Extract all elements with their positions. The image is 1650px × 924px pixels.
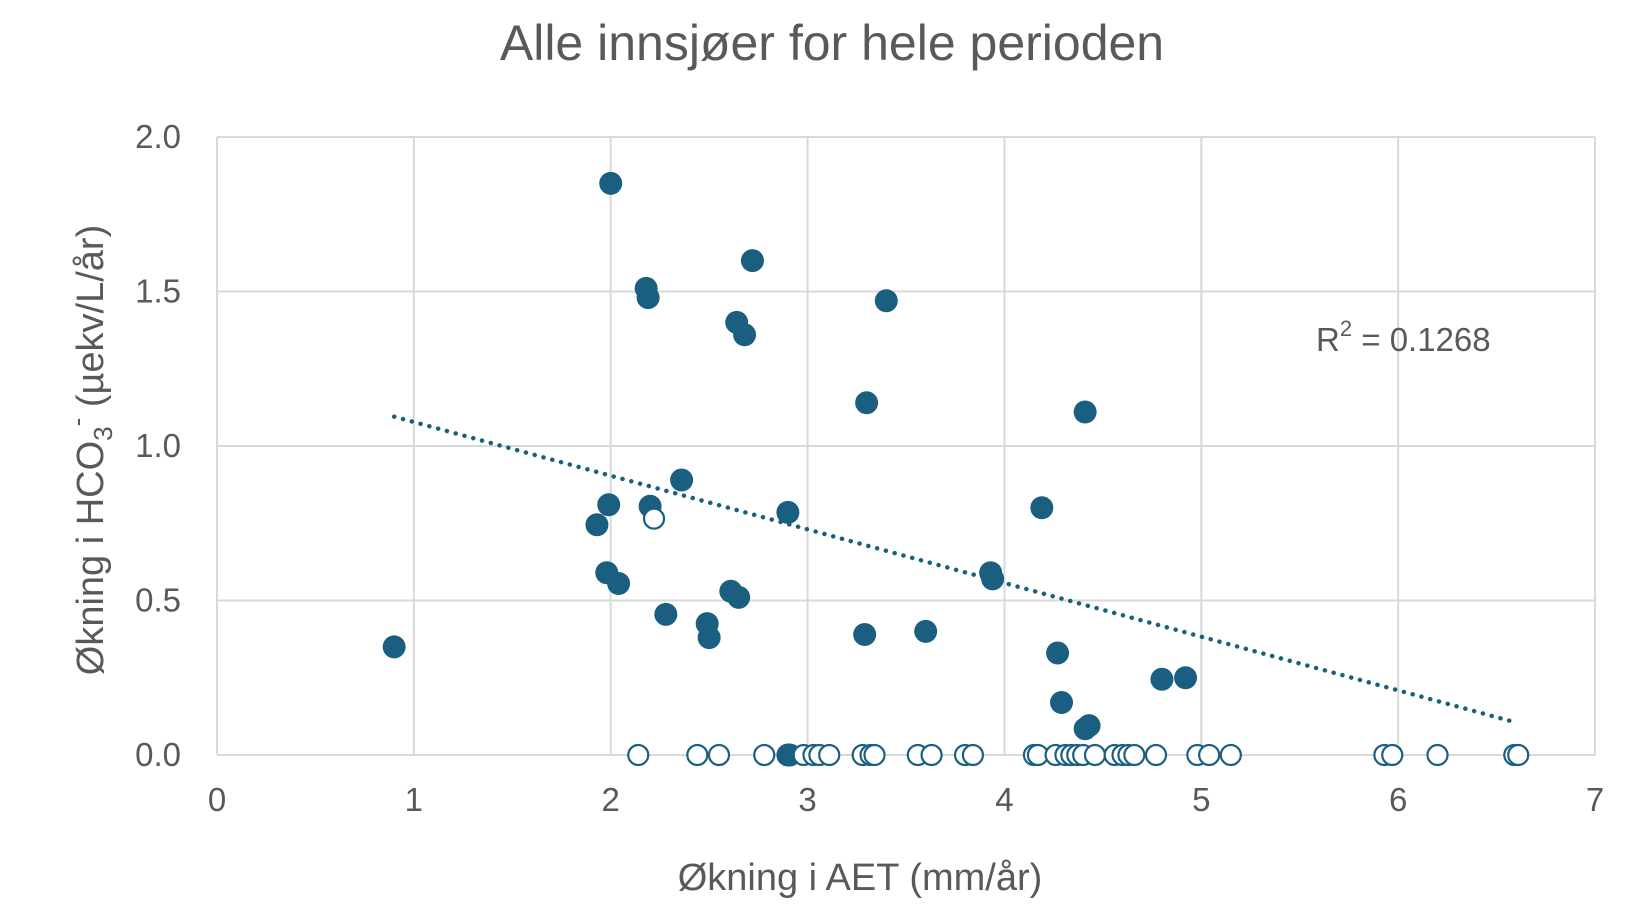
data-point-filled xyxy=(853,622,877,646)
y-tick-label: 1.5 xyxy=(135,273,181,310)
data-point-filled xyxy=(733,323,757,347)
data-point-filled xyxy=(597,493,621,517)
data-point-filled xyxy=(1174,666,1198,690)
x-tick-label: 5 xyxy=(1192,781,1210,818)
data-point-open xyxy=(707,743,731,767)
x-tick-label: 6 xyxy=(1389,781,1407,818)
data-point-filled xyxy=(654,602,678,626)
x-tick-label: 1 xyxy=(405,781,423,818)
data-point-open xyxy=(1219,743,1242,767)
data-point-filled xyxy=(727,585,751,609)
gridlines xyxy=(216,136,1596,756)
data-point-open xyxy=(627,743,650,767)
y-axis-title-prefix: Økning i HCO xyxy=(70,441,112,675)
data-point-open xyxy=(863,743,886,767)
y-tick-label: 0.5 xyxy=(135,582,181,619)
data-point-filled xyxy=(1150,667,1174,691)
data-point-filled xyxy=(874,289,898,313)
data-point-filled xyxy=(740,249,764,273)
data-point-filled xyxy=(670,468,694,492)
data-point-filled xyxy=(697,626,721,650)
data-point-filled xyxy=(382,635,406,659)
y-axis-title: Økning i HCO3- (µekv/L/år) xyxy=(62,225,118,675)
data-point-filled xyxy=(636,286,660,310)
data-point-open xyxy=(642,507,666,530)
y-axis-title-subscript: 3 xyxy=(88,426,118,440)
x-tick-label: 3 xyxy=(798,781,816,818)
r-squared-value: = 0.1268 xyxy=(1352,321,1491,358)
y-tick-labels: 0.0 0.5 1.0 1.5 2.0 xyxy=(135,118,181,773)
x-axis-title: Økning i AET (mm/år) xyxy=(678,857,1043,899)
data-point-filled xyxy=(855,391,879,415)
r-squared-exponent: 2 xyxy=(1340,316,1352,341)
x-tick-label: 2 xyxy=(602,781,620,818)
data-point-filled xyxy=(1030,496,1054,520)
y-tick-label: 1.0 xyxy=(135,427,181,464)
data-point-filled xyxy=(585,513,609,537)
trendline xyxy=(391,414,1519,725)
x-tick-labels: 0 1 2 3 4 5 6 7 xyxy=(208,781,1604,818)
data-point-open xyxy=(818,743,841,767)
r-squared-label: R2 = 0.1268 xyxy=(1316,316,1491,358)
data-point-open xyxy=(920,743,943,767)
data-point-open xyxy=(1198,743,1221,767)
data-points xyxy=(382,171,1530,767)
data-point-open xyxy=(1381,743,1404,767)
data-point-open xyxy=(1426,743,1449,767)
data-point-open xyxy=(961,743,985,767)
r-squared-base: R xyxy=(1316,321,1340,358)
trendline-line xyxy=(391,414,1519,725)
data-point-filled xyxy=(1050,690,1074,714)
y-tick-label: 0.0 xyxy=(135,736,181,773)
x-tick-label: 4 xyxy=(995,781,1013,818)
data-point-open xyxy=(1144,743,1168,767)
data-point-filled xyxy=(607,572,631,596)
data-point-filled xyxy=(981,567,1005,591)
x-tick-label: 7 xyxy=(1586,781,1604,818)
y-axis-title-suffix: (µekv/L/år) xyxy=(70,225,112,418)
data-point-open xyxy=(1083,743,1107,767)
data-point-open xyxy=(753,743,776,767)
data-point-filled xyxy=(776,500,800,524)
data-point-filled xyxy=(1073,400,1097,424)
chart-title: Alle innsjøer for hele perioden xyxy=(500,15,1164,71)
data-point-open xyxy=(1507,743,1530,767)
data-point-filled xyxy=(914,619,938,643)
data-point-open xyxy=(686,743,709,767)
data-point-filled xyxy=(1046,641,1070,665)
y-tick-label: 2.0 xyxy=(135,118,181,155)
data-point-filled xyxy=(599,171,623,195)
x-tick-label: 0 xyxy=(208,781,226,818)
data-point-open xyxy=(1123,743,1146,767)
data-point-filled xyxy=(1077,714,1101,738)
y-axis-title-superscript: - xyxy=(62,418,92,427)
